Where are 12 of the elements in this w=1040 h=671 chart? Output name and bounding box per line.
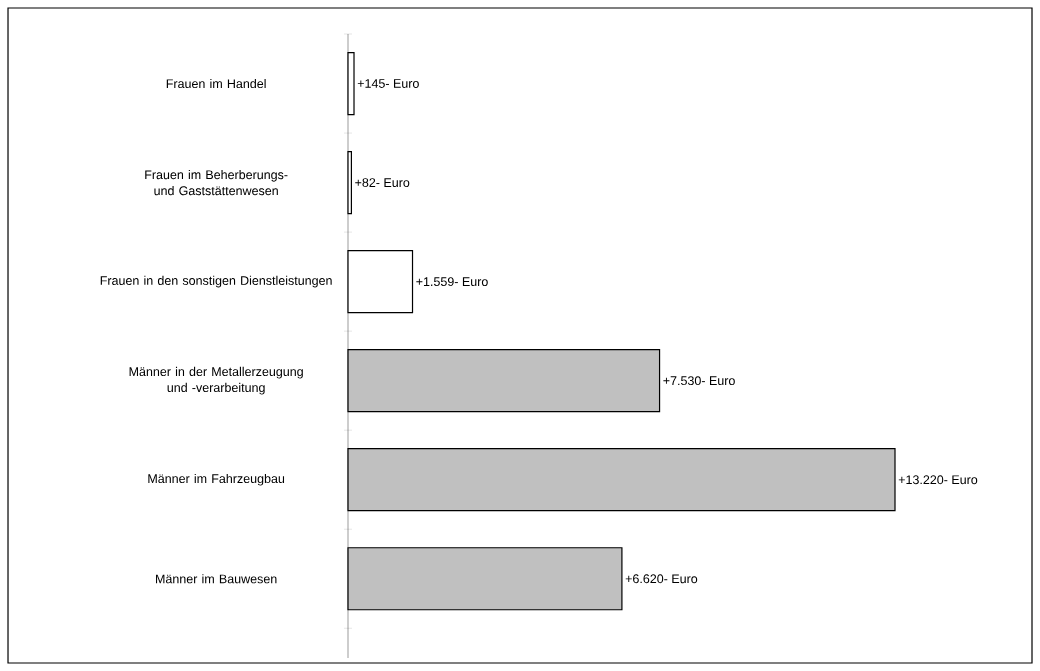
y-tick-label: Frauen im Handel [166, 78, 266, 89]
y-tick-label: Männer im Fahrzeugbau [148, 473, 285, 486]
y-tick-label: Frauen im Beherberungs- und Gaststättenwesen [145, 169, 288, 196]
y-tick-label: Männer im Bauwesen [156, 574, 277, 584]
data-label: +1.559- Euro [416, 277, 488, 287]
y-tick-label: Frauen in den sonstigen Dienstleistungen [100, 275, 332, 288]
data-label: +13.220- Euro [898, 475, 978, 485]
data-label: +145- Euro [357, 79, 419, 88]
data-label: +82- Euro [355, 178, 410, 187]
data-label: +7.530- Euro [663, 376, 735, 386]
y-tick-label: Männer in der Metallerzeugung und -verarbeitung [129, 366, 303, 395]
data-label: +6.620- Euro [625, 574, 698, 584]
